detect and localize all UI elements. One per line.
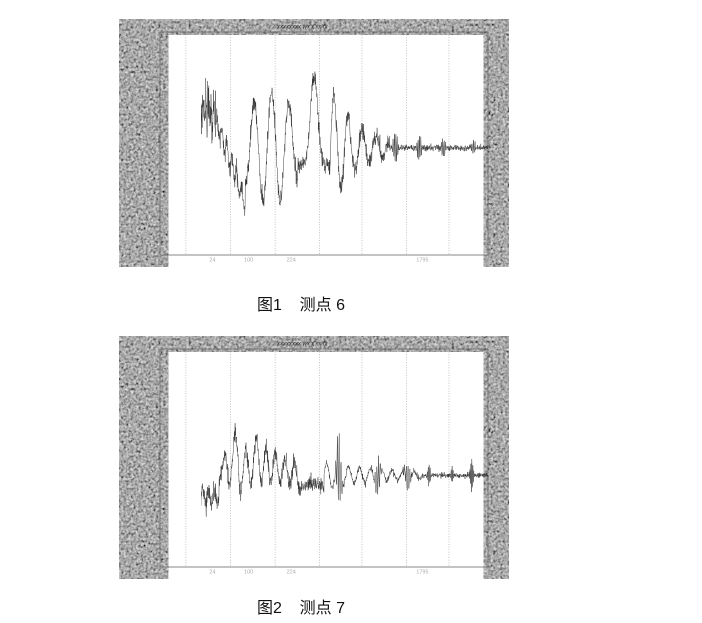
svg-text:24: 24 <box>209 570 215 576</box>
svg-text:100: 100 <box>244 570 253 576</box>
svg-text:1795: 1795 <box>416 570 428 576</box>
svg-text:xxxxxxxx wx'x'xx fx: xxxxxxxx wx'x'xx fx <box>276 25 329 31</box>
svg-text:24: 24 <box>209 258 215 264</box>
svg-text:224: 224 <box>287 570 296 576</box>
svg-text:100: 100 <box>244 258 253 264</box>
svg-text:1795: 1795 <box>416 258 428 264</box>
svg-text:224: 224 <box>287 258 296 264</box>
svg-text:xxxxxxxx wx'x'xx fx: xxxxxxxx wx'x'xx fx <box>276 342 329 348</box>
